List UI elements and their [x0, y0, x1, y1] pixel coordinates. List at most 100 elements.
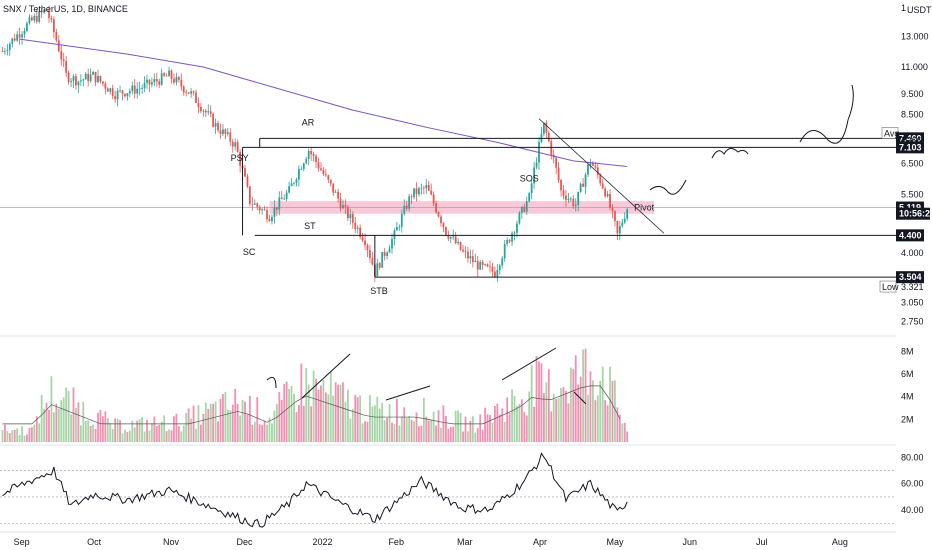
volume-bar	[202, 413, 205, 442]
candle	[45, 10, 48, 11]
candle	[378, 263, 381, 268]
candle	[425, 185, 428, 189]
candle	[53, 19, 55, 32]
volume-bar	[403, 407, 406, 442]
volume-bar	[165, 431, 168, 442]
candle	[462, 249, 464, 252]
candle	[437, 212, 440, 217]
x-axis-label: Dec	[237, 537, 254, 547]
candle	[258, 206, 261, 211]
candle	[65, 60, 68, 73]
price-tick-label: 9.500	[901, 89, 924, 99]
candle	[506, 239, 509, 244]
volume-bar	[609, 366, 611, 442]
candle	[28, 17, 31, 24]
candle	[334, 191, 337, 193]
volume-bar	[315, 378, 317, 442]
candle	[476, 260, 479, 270]
volume-bar	[599, 380, 602, 442]
volume-bar	[560, 387, 562, 442]
volume-bar	[62, 397, 65, 442]
candle	[197, 102, 200, 108]
volume-bar	[378, 408, 381, 442]
volume-bar	[535, 355, 538, 442]
volume-bar	[263, 420, 266, 442]
candle	[307, 151, 310, 160]
volume-bar	[102, 416, 104, 442]
candle	[351, 213, 354, 223]
volume-bar	[606, 405, 609, 442]
volume-bar	[347, 389, 349, 442]
volume-bar	[11, 430, 14, 442]
volume-bar	[552, 393, 555, 442]
candle	[574, 204, 577, 206]
candle	[170, 70, 173, 79]
candle	[190, 91, 192, 94]
volume-bar	[538, 361, 540, 442]
volume-bar	[449, 427, 452, 442]
volume-bar	[371, 406, 374, 442]
volume-bar	[498, 414, 501, 442]
volume-bar	[506, 397, 509, 442]
volume-bar	[87, 420, 90, 442]
candle	[200, 107, 202, 112]
volume-bar	[72, 387, 75, 442]
volume-tick-label: 2M	[901, 414, 914, 424]
volume-bar	[302, 405, 305, 442]
candle	[92, 71, 94, 75]
volume-bar	[209, 403, 212, 442]
candle	[104, 83, 107, 89]
candle	[261, 209, 264, 211]
volume-bar	[109, 423, 112, 442]
volume-bar	[508, 412, 511, 442]
x-axis-label: Jul	[756, 537, 768, 547]
volume-bar	[75, 408, 77, 442]
volume-bar	[293, 393, 295, 442]
volume-bar	[307, 384, 310, 442]
candle	[75, 76, 77, 86]
volume-bar	[332, 395, 335, 442]
candle	[312, 154, 315, 156]
candle	[126, 93, 129, 97]
candle	[214, 123, 217, 127]
volume-bar	[229, 410, 232, 442]
volume-bar	[4, 424, 6, 442]
volume-bar	[577, 384, 580, 442]
volume-bar	[190, 418, 192, 442]
x-axis-label: Oct	[87, 537, 102, 547]
x-axis-label: Aug	[832, 537, 848, 547]
candle	[496, 270, 499, 277]
candle	[79, 80, 82, 82]
volume-bar	[207, 408, 210, 442]
volume-bar	[454, 410, 457, 442]
price-label-box	[879, 280, 897, 293]
grid	[0, 335, 896, 533]
volume-bar	[126, 431, 129, 442]
candle	[592, 163, 594, 166]
candle	[298, 169, 300, 180]
volume-bar	[239, 415, 241, 442]
candle	[452, 236, 455, 238]
volume-bar	[623, 422, 626, 442]
candle	[418, 188, 420, 195]
volume-bar	[445, 416, 447, 442]
volume-bar	[70, 414, 72, 442]
volume-bar	[146, 419, 148, 442]
volume-bar	[611, 380, 614, 442]
volume-bar	[67, 390, 70, 442]
candle	[231, 141, 234, 147]
volume-bar	[280, 399, 283, 442]
volume-bar	[491, 422, 494, 442]
candle	[383, 252, 386, 256]
moving-average-line	[19, 38, 628, 168]
volume-bar	[13, 429, 16, 442]
volume-bar	[285, 381, 288, 442]
price-label-box	[896, 207, 930, 220]
x-axis-label: Apr	[533, 537, 547, 547]
volume-bar	[621, 423, 624, 442]
volume-bar	[180, 431, 183, 442]
volume-tick-label: 6M	[901, 369, 914, 379]
candle	[503, 243, 506, 259]
candle	[371, 258, 374, 265]
